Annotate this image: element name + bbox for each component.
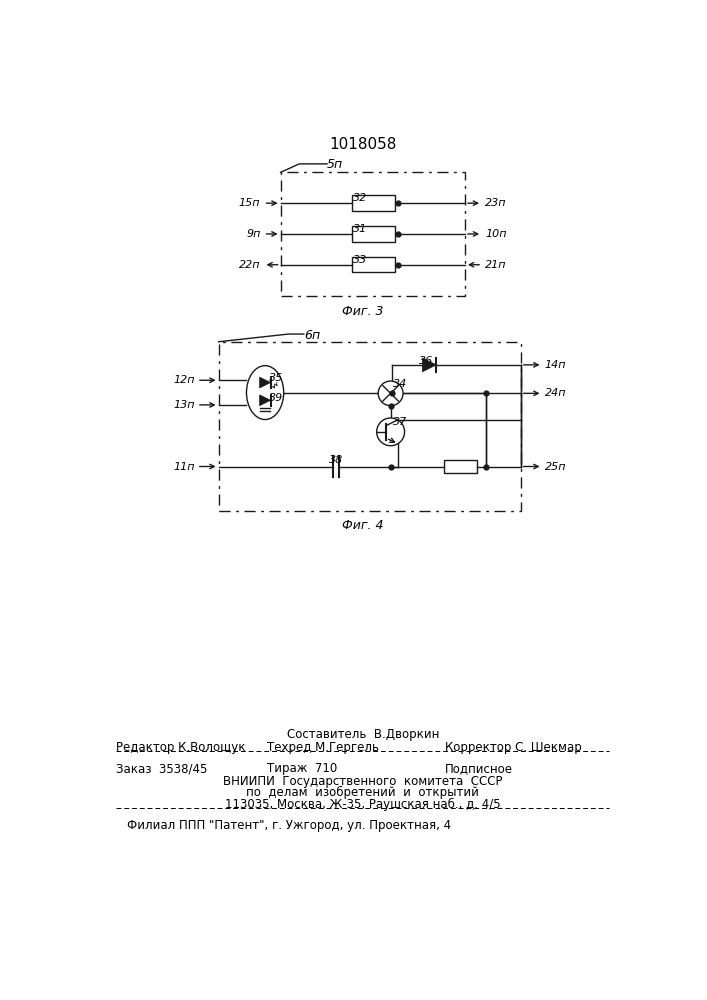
Text: 39: 39 [269, 393, 284, 403]
Text: 32: 32 [354, 193, 368, 203]
Text: Подписное: Подписное [445, 762, 513, 775]
Text: Фиг. 4: Фиг. 4 [342, 519, 383, 532]
Text: Корректор С. Шекмар: Корректор С. Шекмар [445, 741, 582, 754]
Text: 34: 34 [393, 379, 407, 389]
Text: Составитель  В.Дворкин: Составитель В.Дворкин [286, 728, 439, 741]
Text: 35: 35 [269, 373, 284, 383]
Polygon shape [259, 377, 271, 388]
Bar [218, 342, 521, 511]
Text: 5п: 5п [327, 158, 343, 172]
Text: 10п: 10п [485, 229, 507, 239]
Text: 21п: 21п [485, 260, 507, 270]
Polygon shape [422, 358, 436, 372]
Text: 1018058: 1018058 [329, 137, 397, 152]
Text: ВНИИПИ  Государственного  комитета  СССР: ВНИИПИ Государственного комитета СССР [223, 774, 503, 788]
Text: 13п: 13п [173, 400, 194, 410]
Text: 24п: 24п [545, 388, 566, 398]
Text: 14п: 14п [545, 360, 566, 370]
Bar [352, 257, 395, 272]
Text: 31: 31 [354, 224, 368, 234]
Circle shape [378, 381, 403, 406]
Text: 38: 38 [329, 455, 344, 465]
Text: Фиг. 3: Фиг. 3 [342, 305, 383, 318]
Text: 12п: 12п [173, 375, 194, 385]
Text: 113035, Москва, Ж-35, Раушская наб., д. 4/5: 113035, Москва, Ж-35, Раушская наб., д. … [225, 798, 501, 811]
Text: 9п: 9п [246, 229, 260, 239]
Bar [444, 460, 477, 473]
Text: 25п: 25п [545, 462, 566, 472]
Text: 36: 36 [419, 356, 433, 366]
Text: Филиал ППП "Патент", г. Ужгород, ул. Проектная, 4: Филиал ППП "Патент", г. Ужгород, ул. Про… [127, 819, 451, 832]
Text: Тираж  710: Тираж 710 [267, 762, 337, 775]
Text: 23п: 23п [485, 198, 507, 208]
Polygon shape [259, 395, 271, 406]
Text: 15п: 15п [239, 198, 260, 208]
Bar [352, 226, 395, 242]
Text: Заказ  3538/45: Заказ 3538/45 [115, 762, 207, 775]
Text: Техред М.Гергель: Техред М.Гергель [267, 741, 379, 754]
Text: 22п: 22п [239, 260, 260, 270]
Text: по  делам  изобретений  и  открытий: по делам изобретений и открытий [246, 786, 479, 799]
Bar [281, 172, 465, 296]
Bar [352, 195, 395, 211]
Circle shape [377, 418, 404, 446]
Text: 11п: 11п [173, 462, 194, 472]
Text: 33: 33 [354, 255, 368, 265]
Text: Редактор К.Волощук: Редактор К.Волощук [115, 741, 245, 754]
Text: 6п: 6п [304, 329, 320, 342]
Ellipse shape [247, 366, 284, 420]
Text: 37: 37 [393, 417, 407, 427]
